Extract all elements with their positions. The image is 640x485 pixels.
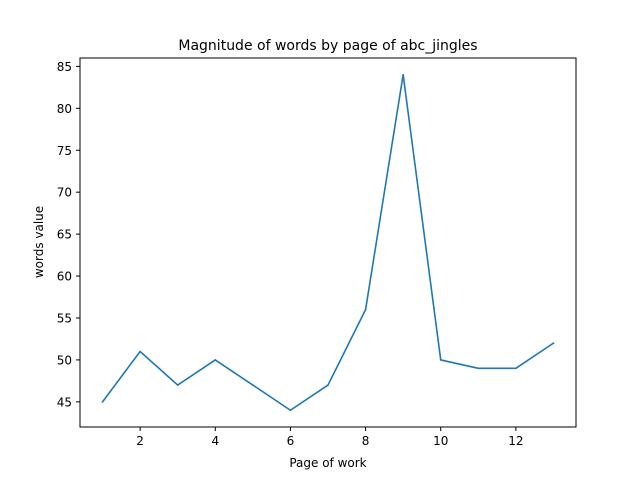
data-point bbox=[402, 73, 404, 76]
data-point bbox=[252, 384, 254, 386]
tick-layer: 2 4 6 8 10 12 45 50 55 60 65 70 75 80 85 bbox=[57, 60, 524, 448]
data-point bbox=[214, 359, 217, 361]
y-tick-label: 65 bbox=[57, 228, 72, 242]
y-axis-label: words value bbox=[32, 206, 46, 278]
y-tick-label: 75 bbox=[57, 144, 72, 158]
x-tick-label: 2 bbox=[136, 434, 144, 448]
y-tick-label: 50 bbox=[57, 353, 72, 367]
data-point bbox=[439, 359, 442, 361]
y-tick-label: 60 bbox=[57, 270, 72, 284]
data-point bbox=[552, 342, 555, 344]
x-tick-label: 12 bbox=[508, 434, 523, 448]
y-tick-label: 80 bbox=[57, 102, 72, 116]
data-point bbox=[101, 401, 104, 403]
x-tick-label: 8 bbox=[362, 434, 370, 448]
y-tick-label: 55 bbox=[57, 311, 72, 325]
series-layer bbox=[101, 73, 555, 412]
chart-title: Magnitude of words by page of abc_jingle… bbox=[178, 38, 477, 54]
data-point bbox=[515, 367, 517, 370]
y-tick-label: 45 bbox=[57, 395, 72, 409]
data-point bbox=[364, 308, 367, 311]
x-tick-label: 6 bbox=[287, 434, 295, 448]
data-point bbox=[477, 367, 480, 370]
data-point bbox=[139, 350, 141, 353]
data-point bbox=[289, 409, 292, 412]
x-axis-label: Page of work bbox=[289, 456, 366, 470]
data-point bbox=[176, 384, 179, 386]
x-tick-label: 4 bbox=[211, 434, 219, 448]
y-tick-label: 70 bbox=[57, 186, 72, 200]
plot-frame bbox=[79, 57, 577, 428]
data-point bbox=[327, 384, 329, 386]
x-tick-label: 10 bbox=[433, 434, 448, 448]
y-tick-label: 85 bbox=[57, 60, 72, 74]
